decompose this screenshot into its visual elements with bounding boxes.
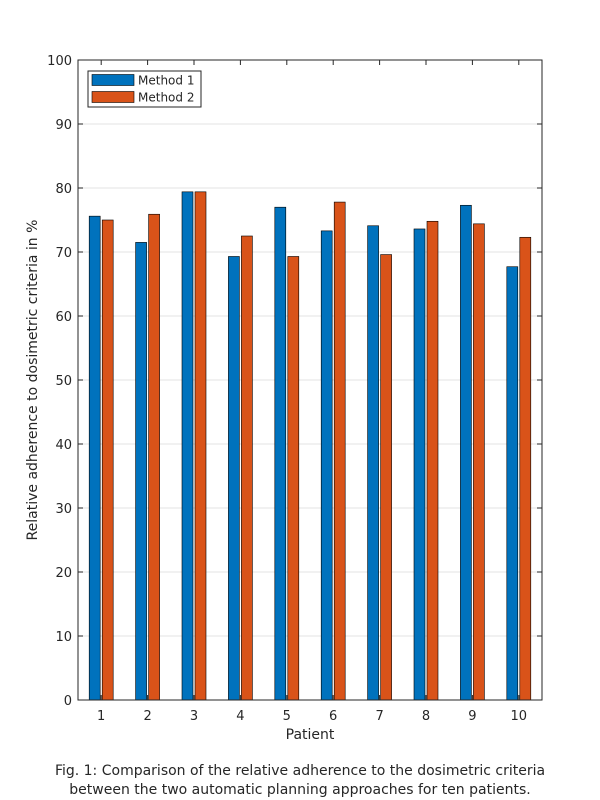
figure-caption: Fig. 1: Comparison of the relative adher… xyxy=(0,762,600,800)
legend: Method 1 Method 2 xyxy=(87,70,202,108)
bar-method-2-patient-3 xyxy=(194,191,207,701)
x-tick-label: 3 xyxy=(190,709,198,724)
caption-line-2: between the two automatic planning appro… xyxy=(69,782,531,798)
bar-method-1-patient-8 xyxy=(413,228,426,701)
x-tick-label: 1 xyxy=(97,709,105,724)
x-tick-label: 9 xyxy=(468,709,476,724)
bar-method-2-patient-1 xyxy=(101,219,114,701)
legend-label-method-2: Method 2 xyxy=(138,91,194,105)
y-tick-label: 30 xyxy=(55,502,72,517)
bar-method-2-patient-6 xyxy=(333,201,346,701)
y-tick-label: 100 xyxy=(47,54,72,69)
x-tick-label: 5 xyxy=(283,709,291,724)
bar-method-1-patient-9 xyxy=(460,204,472,701)
bar-method-1-patient-1 xyxy=(88,215,101,701)
x-tick-label: 6 xyxy=(329,709,337,724)
y-tick-label: 0 xyxy=(64,694,72,709)
bar-method-2-patient-4 xyxy=(241,235,253,701)
caption-line-1: Fig. 1: Comparison of the relative adher… xyxy=(54,763,546,779)
legend-swatch-method-1 xyxy=(91,74,135,86)
x-tick-label: 10 xyxy=(511,709,528,724)
legend-label-method-1: Method 1 xyxy=(138,74,194,88)
bar-method-2-patient-7 xyxy=(380,254,392,701)
axis-ticks: 0 10 20 30 40 50 60 70 80 90 100 1 2 3 4 5 6 7 8 9 10 xyxy=(47,54,542,724)
bar-method-2-patient-9 xyxy=(473,223,485,701)
bar-method-1-patient-2 xyxy=(135,242,147,701)
legend-swatch-method-2 xyxy=(91,91,135,103)
y-tick-label: 40 xyxy=(55,438,72,453)
bar-chart: 0 10 20 30 40 50 60 70 80 90 100 1 2 3 4 5 6 7 8 9 10 Patien… xyxy=(25,54,543,743)
y-tick-label: 50 xyxy=(55,374,72,389)
x-tick-label: 4 xyxy=(236,709,244,724)
bars xyxy=(88,191,532,701)
bar-method-1-patient-3 xyxy=(181,191,194,701)
bar-method-1-patient-5 xyxy=(274,206,287,701)
y-tick-label: 90 xyxy=(55,118,72,133)
y-tick-label: 20 xyxy=(55,566,72,581)
bar-method-1-patient-7 xyxy=(367,225,379,701)
x-tick-label: 8 xyxy=(422,709,430,724)
y-tick-label: 60 xyxy=(55,310,72,325)
y-tick-label: 70 xyxy=(55,246,72,261)
y-tick-label: 10 xyxy=(55,630,72,645)
grid-lines xyxy=(78,123,542,637)
bar-method-1-patient-6 xyxy=(320,230,333,701)
bar-method-2-patient-5 xyxy=(287,256,300,701)
bar-method-1-patient-4 xyxy=(228,256,240,701)
y-axis-label: Relative adherence to dosimetric criteri… xyxy=(25,220,41,541)
x-tick-label: 7 xyxy=(375,709,383,724)
bar-method-2-patient-10 xyxy=(519,236,532,701)
x-axis-label: Patient xyxy=(286,727,335,743)
bar-method-1-patient-10 xyxy=(506,266,519,701)
y-tick-label: 80 xyxy=(55,182,72,197)
x-tick-label: 2 xyxy=(143,709,151,724)
bar-method-2-patient-2 xyxy=(148,213,160,701)
bar-method-2-patient-8 xyxy=(426,220,439,701)
